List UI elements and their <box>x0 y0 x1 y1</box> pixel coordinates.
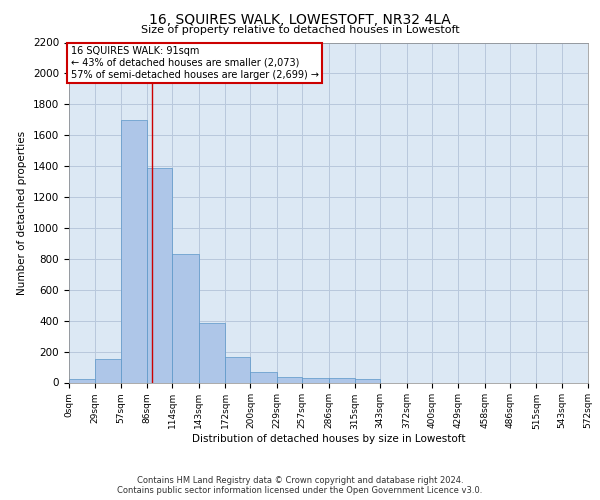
Text: Size of property relative to detached houses in Lowestoft: Size of property relative to detached ho… <box>140 25 460 35</box>
Bar <box>147 168 172 382</box>
Text: Contains HM Land Registry data © Crown copyright and database right 2024.
Contai: Contains HM Land Registry data © Crown c… <box>118 476 482 495</box>
Bar <box>250 372 277 382</box>
Bar <box>172 254 199 382</box>
Bar <box>355 380 380 382</box>
Bar <box>302 378 329 382</box>
Text: 16 SQUIRES WALK: 91sqm
← 43% of detached houses are smaller (2,073)
57% of semi-: 16 SQUIRES WALK: 91sqm ← 43% of detached… <box>71 46 319 80</box>
Bar <box>225 357 250 382</box>
Bar <box>121 120 147 382</box>
X-axis label: Distribution of detached houses by size in Lowestoft: Distribution of detached houses by size … <box>192 434 465 444</box>
Bar <box>199 323 225 382</box>
Text: 16, SQUIRES WALK, LOWESTOFT, NR32 4LA: 16, SQUIRES WALK, LOWESTOFT, NR32 4LA <box>149 12 451 26</box>
Y-axis label: Number of detached properties: Number of detached properties <box>17 130 28 294</box>
Bar <box>277 377 302 382</box>
Bar <box>95 358 121 382</box>
Bar <box>329 378 355 382</box>
Bar <box>69 380 95 382</box>
